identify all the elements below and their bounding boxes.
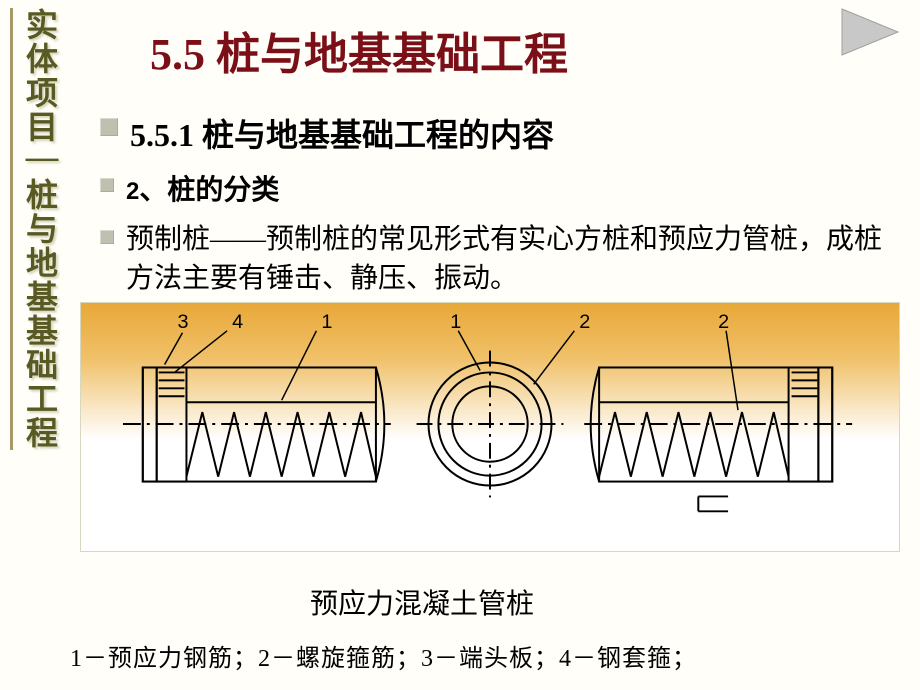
bullet-section: 5.5.1 桩与地基基础工程的内容 bbox=[100, 110, 900, 156]
diagram: 3 4 1 1 2 bbox=[80, 302, 900, 552]
bullet-icon bbox=[100, 230, 114, 244]
svg-text:4: 4 bbox=[232, 311, 243, 333]
section-heading: 5.5.1 桩与地基基础工程的内容 bbox=[130, 110, 554, 156]
sub-heading: 2、桩的分类 bbox=[126, 168, 279, 208]
diagram-caption: 预应力混凝土管桩 bbox=[310, 582, 534, 622]
diagram-legend: 1－预应力钢筋；2－螺旋箍筋；3－端头板；4－钢套箍； bbox=[70, 638, 697, 673]
slide-title: 5.5 桩与地基基础工程 bbox=[150, 18, 568, 82]
sub-num: 2 bbox=[126, 178, 139, 205]
bullet-icon bbox=[100, 118, 118, 136]
diagram-svg: 3 4 1 1 2 bbox=[81, 303, 899, 551]
svg-text:1: 1 bbox=[450, 311, 461, 333]
sidebar: 实体项目｜桩与地基基础工程 bbox=[10, 8, 58, 450]
svg-text:2: 2 bbox=[579, 311, 590, 333]
svg-text:1: 1 bbox=[321, 311, 332, 333]
slide: 实体项目｜桩与地基基础工程 5.5 桩与地基基础工程 5.5.1 桩与地基基础工… bbox=[0, 0, 920, 690]
bullet-icon bbox=[100, 178, 114, 192]
sub-label: 、桩的分类 bbox=[139, 175, 279, 206]
sidebar-title: 实体项目｜桩与地基基础工程 bbox=[15, 8, 58, 450]
content-area: 5.5.1 桩与地基基础工程的内容 2、桩的分类 预制桩——预制桩的常见形式有实… bbox=[100, 110, 900, 310]
body-text: 预制桩——预制桩的常见形式有实心方桩和预应力管桩，成桩方法主要有锤击、静压、振动… bbox=[126, 220, 900, 298]
svg-text:3: 3 bbox=[178, 311, 189, 333]
bullet-sub: 2、桩的分类 bbox=[100, 168, 900, 208]
bullet-body: 预制桩——预制桩的常见形式有实心方桩和预应力管桩，成桩方法主要有锤击、静压、振动… bbox=[100, 220, 900, 298]
svg-text:2: 2 bbox=[718, 311, 729, 333]
play-icon bbox=[836, 5, 906, 59]
next-arrow-button[interactable] bbox=[832, 2, 910, 62]
